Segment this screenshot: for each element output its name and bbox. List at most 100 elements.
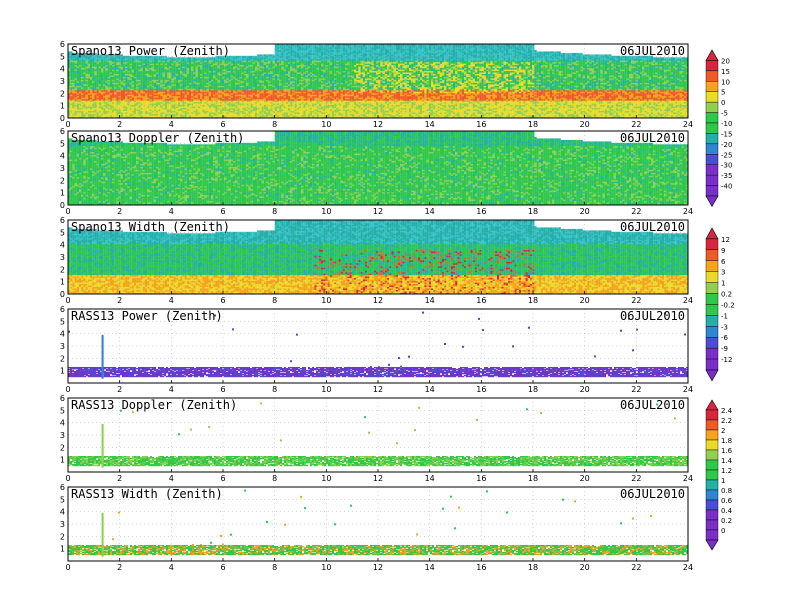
colorbar-label: -25 [721,151,732,159]
panel-date: 06JUL2010 [620,487,685,501]
x-tick-label: 8 [272,207,277,216]
y-tick-label: 4 [60,241,65,250]
panel-title: Spano13 Power (Zenith) [71,44,230,58]
x-tick-label: 10 [321,563,331,572]
y-tick-label: 3 [60,520,65,529]
x-tick-label: 6 [220,207,225,216]
panel-date: 06JUL2010 [620,309,685,323]
x-tick-label: 20 [580,120,590,129]
colorbar-label: 5 [721,89,725,97]
colorbar-label: 1 [721,477,725,485]
panel-title: Spano13 Doppler (Zenith) [71,131,244,145]
y-tick-label: 2 [60,176,65,185]
x-tick-label: 10 [321,120,331,129]
x-tick-label: 24 [683,296,693,305]
colorbar-label: 20 [721,57,730,65]
x-tick-label: 16 [476,385,486,394]
x-tick-label: 18 [528,296,538,305]
panel-title: RASS13 Doppler (Zenith) [71,398,237,412]
x-tick-label: 4 [169,296,174,305]
colorbar-rass: 2.42.221.81.61.41.210.80.60.40.20 [706,400,733,550]
colorbar-label: -12 [721,356,732,364]
y-tick-label: 0 [60,201,65,210]
x-tick-label: 0 [65,563,70,572]
x-tick-label: 4 [169,563,174,572]
panel-date: 06JUL2010 [620,44,685,58]
x-tick-label: 8 [272,296,277,305]
colorbar-label: 0.2 [721,517,732,525]
y-tick-label: 1 [60,102,65,111]
x-tick-label: 4 [169,474,174,483]
x-tick-label: 18 [528,563,538,572]
x-tick-label: 24 [683,474,693,483]
colorbar-label: -15 [721,130,732,138]
x-tick-label: 4 [169,385,174,394]
colorbar-label: 0 [721,527,725,535]
y-tick-label: 4 [60,152,65,161]
y-tick-label: 4 [60,330,65,339]
x-tick-label: 2 [117,207,122,216]
colorbar-label: -0.2 [721,301,735,309]
colorbar-label: -3 [721,323,728,331]
y-tick-label: 3 [60,431,65,440]
x-tick-label: 14 [425,120,435,129]
x-tick-label: 2 [117,296,122,305]
x-tick-label: 16 [476,474,486,483]
x-tick-label: 18 [528,474,538,483]
colorbar-label: 0.2 [721,291,732,299]
colorbar-label: 10 [721,78,730,86]
x-tick-label: 22 [631,474,641,483]
x-tick-label: 20 [580,385,590,394]
x-tick-label: 0 [65,207,70,216]
x-tick-label: 12 [373,207,383,216]
panel-title: RASS13 Width (Zenith) [71,487,223,501]
y-tick-label: 4 [60,65,65,74]
x-tick-label: 12 [373,120,383,129]
x-tick-label: 0 [65,120,70,129]
y-tick-label: 6 [60,216,65,225]
x-tick-label: 14 [425,385,435,394]
panel-title: RASS13 Power (Zenith) [71,309,223,323]
y-tick-label: 2 [60,265,65,274]
x-tick-label: 4 [169,207,174,216]
x-tick-label: 8 [272,120,277,129]
y-tick-label: 1 [60,189,65,198]
colorbar-label: -30 [721,162,732,170]
y-tick-label: 5 [60,228,65,237]
colorbar-label: -5 [721,110,728,118]
x-tick-label: 24 [683,385,693,394]
colorbar-label: 15 [721,68,730,76]
x-tick-label: 6 [220,563,225,572]
colorbar-label: 9 [721,247,725,255]
x-tick-label: 16 [476,120,486,129]
y-tick-label: 6 [60,305,65,314]
x-tick-label: 20 [580,207,590,216]
y-tick-label: 5 [60,495,65,504]
y-tick-label: 3 [60,342,65,351]
x-tick-label: 8 [272,474,277,483]
x-tick-label: 2 [117,120,122,129]
colorbar-label: -20 [721,141,732,149]
x-tick-label: 8 [272,563,277,572]
y-tick-label: 4 [60,508,65,517]
x-tick-label: 16 [476,563,486,572]
x-tick-label: 24 [683,207,693,216]
x-tick-label: 12 [373,563,383,572]
x-tick-label: 8 [272,385,277,394]
y-tick-label: 5 [60,139,65,148]
x-tick-label: 6 [220,385,225,394]
y-tick-label: 5 [60,317,65,326]
panel-date: 06JUL2010 [620,398,685,412]
y-tick-label: 6 [60,483,65,492]
colorbar-label: 1.4 [721,457,733,465]
x-tick-label: 0 [65,474,70,483]
colorbar-label: 2.4 [721,407,733,415]
x-tick-label: 22 [631,563,641,572]
x-tick-label: 2 [117,385,122,394]
y-tick-label: 3 [60,253,65,262]
x-tick-label: 2 [117,474,122,483]
